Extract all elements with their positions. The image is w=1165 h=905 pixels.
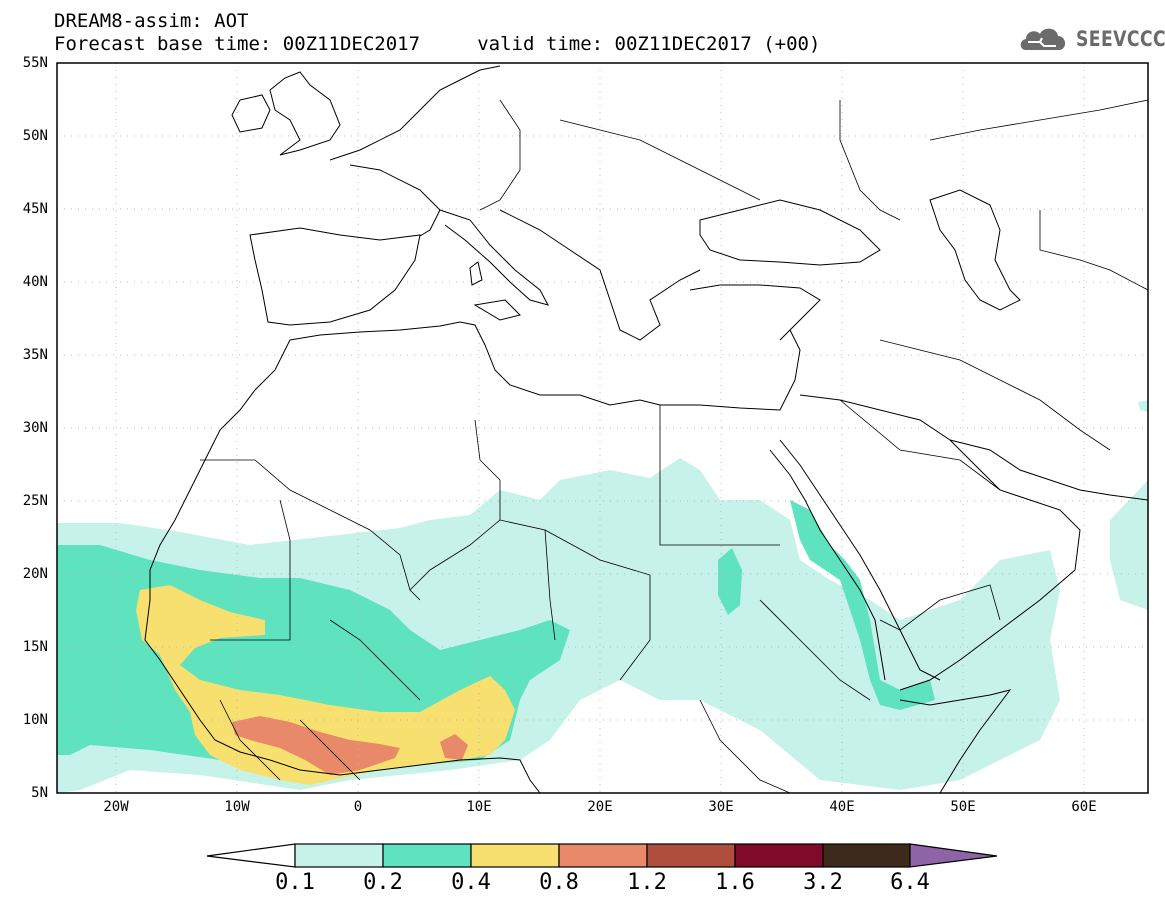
lat-label: 5N: [31, 785, 48, 801]
colorbar-segment-above-6.4: [909, 843, 998, 868]
colorbar-label: 6.4: [890, 870, 930, 895]
lon-label: 50E: [950, 799, 976, 815]
colorbar-label: 0.4: [451, 870, 491, 895]
colorbar-label: 0.2: [363, 870, 403, 895]
logo-text: SEEVCCC: [1076, 27, 1165, 51]
colorbar: [206, 843, 998, 868]
lon-label: 60E: [1071, 799, 1097, 815]
lon-label: 10E: [466, 799, 492, 815]
aot-band-0.1: [1138, 400, 1148, 412]
lon-label: 20W: [103, 799, 129, 815]
aot-band-0.8: [232, 716, 400, 775]
colorbar-segment-0.2: [382, 843, 472, 868]
colorbar-segment-0.8: [558, 843, 648, 868]
forecast-time-line: Forecast base time: 00Z11DEC2017 valid t…: [54, 33, 821, 55]
colorbar-segment-3.2: [822, 843, 911, 868]
lat-label: 55N: [22, 55, 48, 71]
map-frame: [56, 62, 1149, 794]
colorbar-label: 1.2: [627, 870, 667, 895]
colorbar-label: 1.6: [715, 870, 755, 895]
aot-band-0.8: [440, 734, 468, 760]
aot-band-0.1: [1110, 480, 1148, 610]
grid-lines: [57, 63, 1148, 793]
lat-label: 10N: [22, 712, 48, 728]
aot-shading: [57, 400, 1148, 793]
seevccc-logo: SEEVCCC: [1018, 22, 1165, 56]
colorbar-segment-1.6: [734, 843, 824, 868]
lat-label: 20N: [22, 566, 48, 582]
colorbar-segment-0.1: [294, 843, 384, 868]
lon-label: 40E: [829, 799, 855, 815]
map-title: DREAM8-assim: AOT: [54, 10, 249, 32]
colorbar-label: 0.8: [539, 870, 579, 895]
lon-label: 30E: [708, 799, 734, 815]
aot-band-0.4: [136, 585, 515, 785]
colorbar-label: 3.2: [803, 870, 843, 895]
lat-label: 40N: [22, 274, 48, 290]
lat-label: 35N: [22, 347, 48, 363]
aot-band-0.2: [718, 548, 742, 615]
country-borders: [200, 99, 1148, 793]
coastlines: [144, 65, 1148, 793]
colorbar-segment-below-0.1: [206, 843, 296, 868]
colorbar-segment-1.2: [646, 843, 736, 868]
colorbar-segment-0.4: [470, 843, 560, 868]
lat-label: 15N: [22, 639, 48, 655]
lon-label: 20E: [587, 799, 613, 815]
aot-band-0.2: [790, 500, 935, 710]
lat-label: 30N: [22, 420, 48, 436]
cloud-icon: [1020, 28, 1066, 50]
lat-label: 50N: [22, 128, 48, 144]
lat-label: 25N: [22, 493, 48, 509]
lat-label: 45N: [22, 201, 48, 217]
lon-label: 10W: [224, 799, 250, 815]
colorbar-label: 0.1: [275, 870, 315, 895]
lon-label: 0: [353, 799, 363, 815]
